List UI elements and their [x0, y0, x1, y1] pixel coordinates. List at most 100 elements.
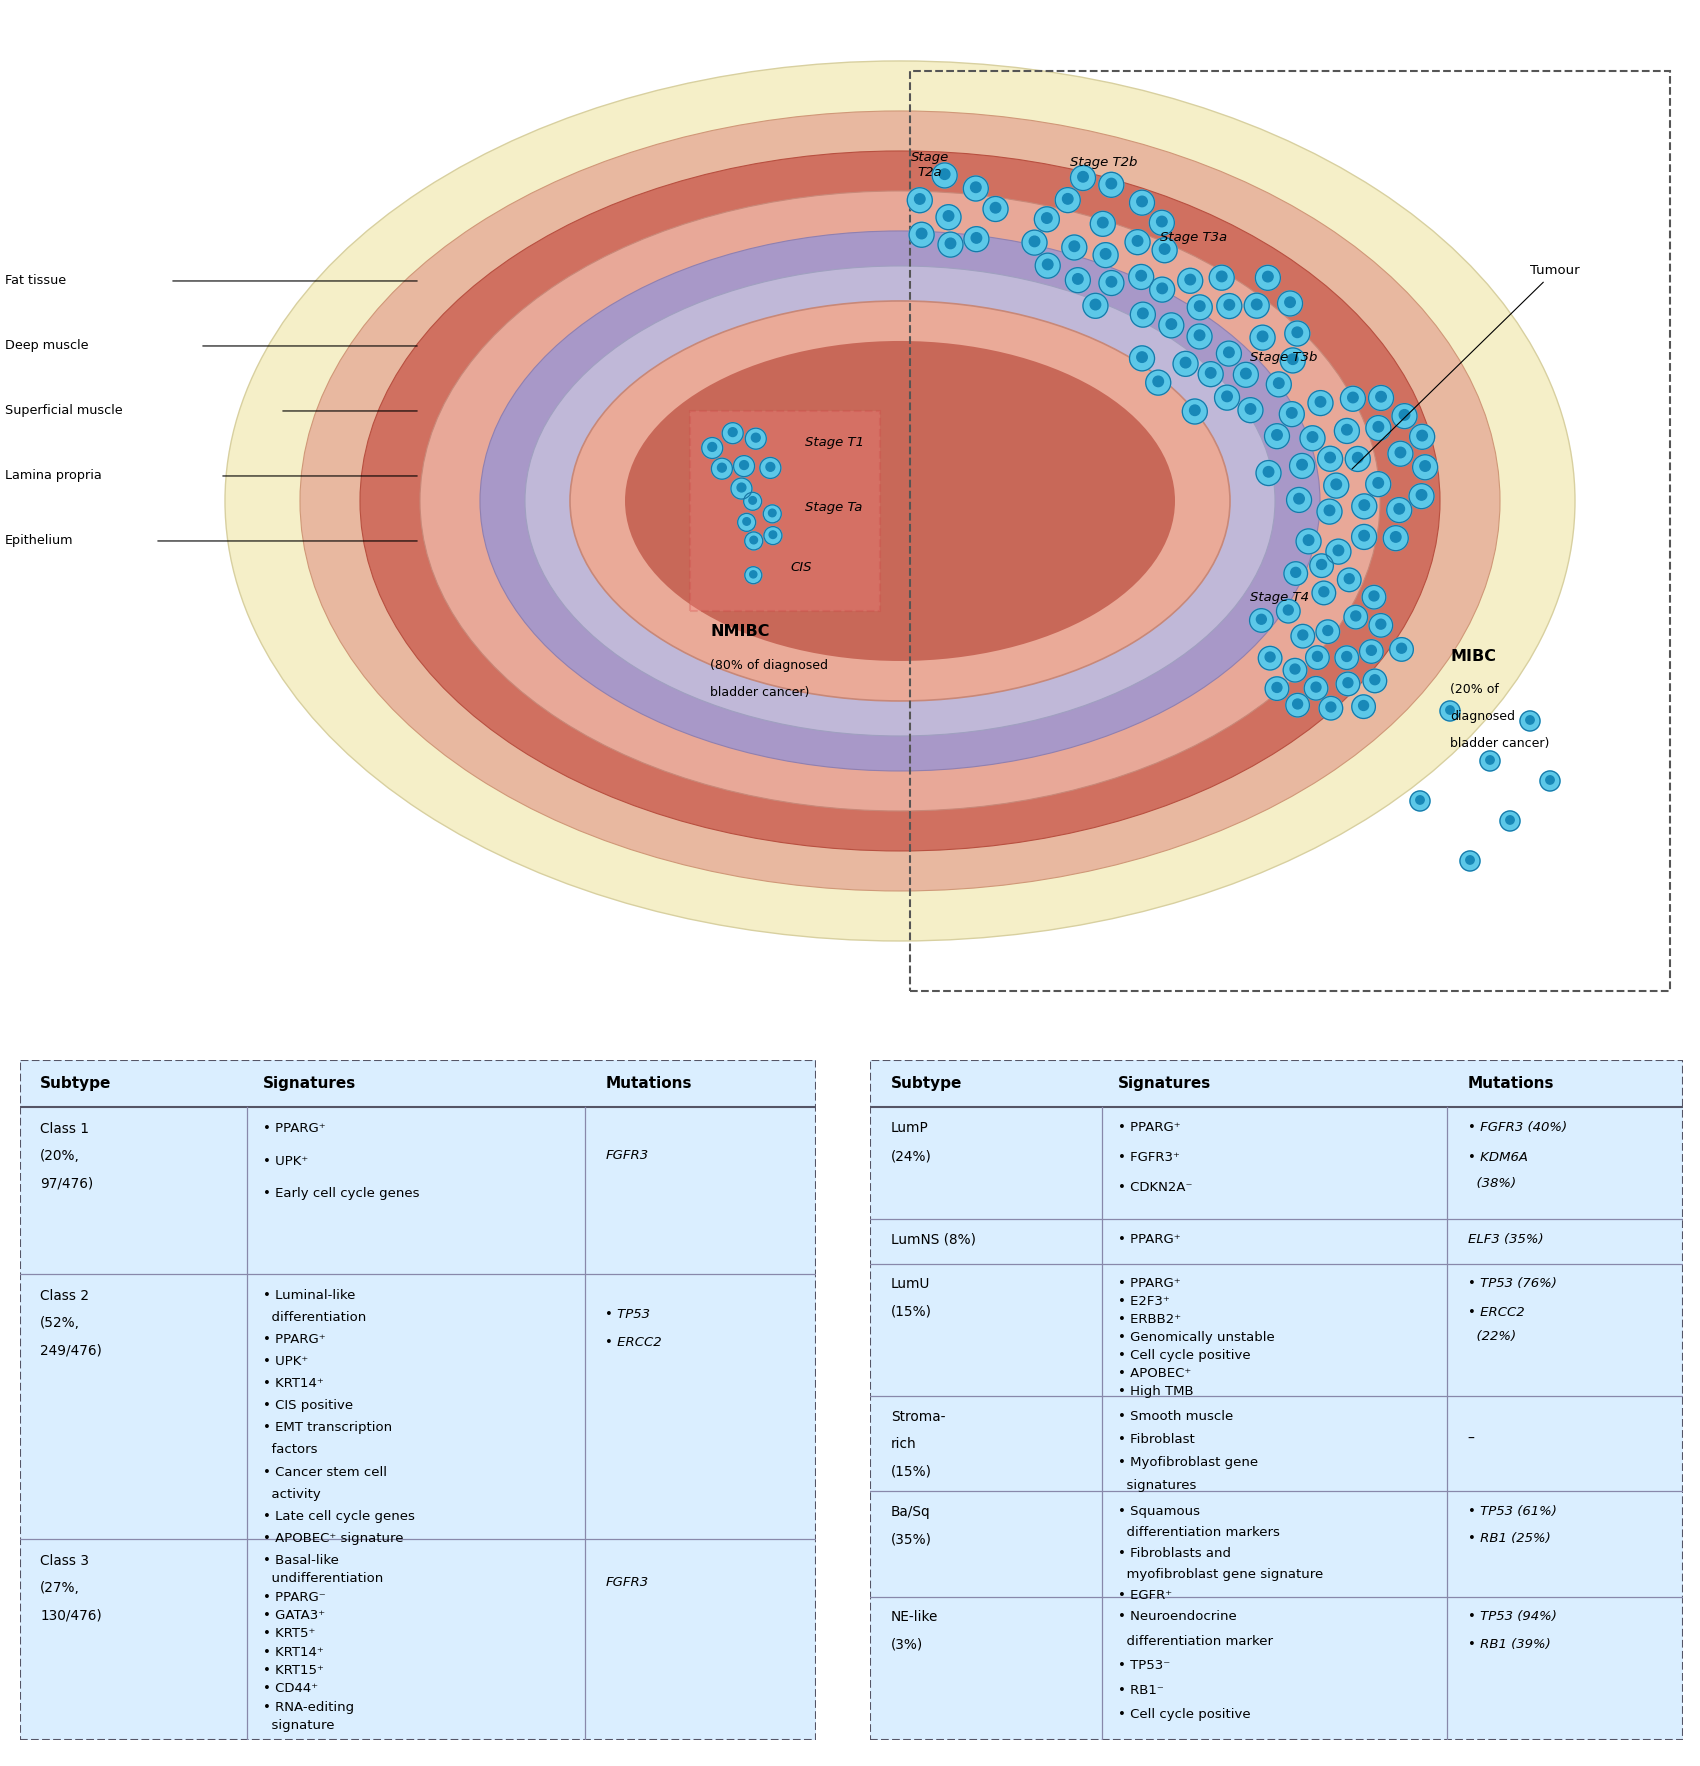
Text: Stage T3b: Stage T3b — [1250, 351, 1318, 364]
Circle shape — [1316, 397, 1326, 406]
Circle shape — [740, 461, 748, 470]
Circle shape — [1100, 249, 1110, 260]
Circle shape — [1540, 772, 1561, 791]
Text: Mutations: Mutations — [605, 1075, 692, 1091]
Bar — [910, 71, 1669, 991]
Circle shape — [1265, 652, 1275, 662]
Text: • EGFR⁺: • EGFR⁺ — [1119, 1589, 1173, 1602]
Text: ELF3 (35%): ELF3 (35%) — [1467, 1233, 1544, 1247]
Text: Deep muscle: Deep muscle — [5, 339, 88, 353]
Circle shape — [1209, 265, 1234, 290]
Ellipse shape — [525, 267, 1275, 736]
Circle shape — [1345, 447, 1370, 472]
Circle shape — [1324, 473, 1348, 498]
Text: (20%,: (20%, — [41, 1150, 80, 1164]
Circle shape — [738, 514, 756, 532]
Text: • Squamous: • Squamous — [1119, 1505, 1200, 1519]
Circle shape — [1258, 646, 1282, 669]
Circle shape — [1159, 313, 1183, 337]
Circle shape — [1527, 715, 1533, 724]
Circle shape — [1285, 694, 1309, 717]
Circle shape — [1387, 442, 1413, 466]
Circle shape — [1352, 494, 1377, 519]
Circle shape — [1399, 410, 1409, 420]
Circle shape — [1362, 585, 1385, 609]
Text: Epithelium: Epithelium — [5, 535, 73, 547]
Text: Class 3: Class 3 — [41, 1554, 90, 1568]
Text: Stage Ta: Stage Ta — [806, 502, 862, 514]
Circle shape — [1265, 424, 1290, 449]
Circle shape — [1297, 459, 1307, 470]
Text: bladder cancer): bladder cancer) — [1450, 736, 1549, 751]
Circle shape — [1358, 701, 1369, 710]
Circle shape — [1345, 574, 1355, 583]
Text: • TP53 (94%): • TP53 (94%) — [1467, 1611, 1557, 1623]
Text: Signatures: Signatures — [264, 1075, 357, 1091]
Text: Superficial muscle: Superficial muscle — [5, 404, 122, 417]
Circle shape — [1107, 178, 1117, 189]
Circle shape — [1309, 555, 1333, 577]
Text: • KRT5⁺: • KRT5⁺ — [264, 1626, 316, 1641]
Circle shape — [1158, 283, 1168, 293]
Circle shape — [1062, 194, 1073, 205]
Text: bladder cancer): bladder cancer) — [711, 685, 809, 699]
Text: • ERCC2: • ERCC2 — [1467, 1305, 1525, 1319]
Circle shape — [1073, 274, 1083, 284]
Circle shape — [1066, 268, 1090, 293]
Circle shape — [1389, 638, 1413, 660]
Circle shape — [1394, 503, 1404, 514]
Circle shape — [1277, 291, 1302, 316]
Ellipse shape — [626, 341, 1175, 660]
Circle shape — [1348, 392, 1358, 403]
Circle shape — [1277, 599, 1300, 623]
Circle shape — [1258, 332, 1268, 341]
Text: undifferentiation: undifferentiation — [264, 1572, 382, 1586]
Ellipse shape — [299, 111, 1499, 892]
Circle shape — [1159, 244, 1170, 254]
Text: • GATA3⁺: • GATA3⁺ — [264, 1609, 325, 1621]
Text: Class 2: Class 2 — [41, 1289, 90, 1303]
Circle shape — [717, 463, 726, 472]
Circle shape — [1137, 307, 1148, 318]
Circle shape — [1318, 447, 1343, 472]
Circle shape — [1273, 378, 1284, 389]
Circle shape — [1318, 500, 1341, 525]
Text: • APOBEC⁺ signature: • APOBEC⁺ signature — [264, 1531, 403, 1545]
Circle shape — [750, 570, 756, 577]
Circle shape — [1387, 498, 1411, 523]
Text: (38%): (38%) — [1467, 1176, 1516, 1190]
Text: activity: activity — [264, 1487, 321, 1501]
Circle shape — [1440, 701, 1460, 721]
Text: • Fibroblast: • Fibroblast — [1119, 1432, 1195, 1446]
Circle shape — [1520, 712, 1540, 731]
Text: Signatures: Signatures — [1119, 1075, 1212, 1091]
Circle shape — [1290, 454, 1314, 479]
Circle shape — [1062, 235, 1086, 260]
Circle shape — [1292, 327, 1302, 337]
Circle shape — [1460, 851, 1481, 871]
Bar — [690, 411, 881, 611]
Text: • High TMB: • High TMB — [1119, 1385, 1193, 1399]
Circle shape — [1486, 756, 1494, 765]
Circle shape — [1180, 357, 1190, 367]
Circle shape — [1334, 646, 1358, 669]
Text: • Cancer stem cell: • Cancer stem cell — [264, 1466, 388, 1478]
Text: Subtype: Subtype — [41, 1075, 112, 1091]
Circle shape — [1324, 505, 1334, 516]
Circle shape — [1307, 431, 1318, 442]
Circle shape — [1056, 187, 1080, 212]
Circle shape — [1217, 293, 1241, 318]
Circle shape — [1224, 300, 1234, 311]
Text: • TP53 (76%): • TP53 (76%) — [1467, 1277, 1557, 1291]
Text: Stage T2b: Stage T2b — [1069, 155, 1137, 170]
Text: NE-like: NE-like — [891, 1611, 938, 1625]
Circle shape — [1195, 330, 1205, 341]
Circle shape — [750, 537, 758, 544]
Circle shape — [1391, 532, 1401, 542]
Circle shape — [1365, 472, 1391, 496]
Circle shape — [1238, 397, 1263, 422]
Circle shape — [1190, 404, 1200, 415]
Circle shape — [1445, 706, 1454, 713]
Text: • RNA-editing: • RNA-editing — [264, 1701, 354, 1713]
Circle shape — [1149, 277, 1175, 302]
